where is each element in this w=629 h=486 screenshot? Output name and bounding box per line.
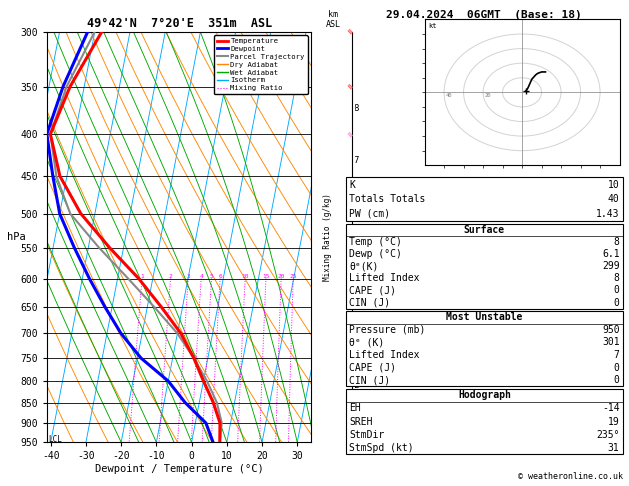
Text: ≡: ≡ xyxy=(343,81,355,92)
Text: 25: 25 xyxy=(289,274,297,278)
Text: Totals Totals: Totals Totals xyxy=(349,194,425,204)
Text: ≡: ≡ xyxy=(343,417,355,429)
Text: 7: 7 xyxy=(614,350,620,360)
Text: ≡: ≡ xyxy=(343,273,355,284)
Text: 0: 0 xyxy=(614,297,620,308)
Text: 1.43: 1.43 xyxy=(596,209,620,219)
Text: 5: 5 xyxy=(209,274,213,278)
Text: 29.04.2024  06GMT  (Base: 18): 29.04.2024 06GMT (Base: 18) xyxy=(386,10,582,20)
X-axis label: Dewpoint / Temperature (°C): Dewpoint / Temperature (°C) xyxy=(95,464,264,474)
Text: 31: 31 xyxy=(608,443,620,453)
Text: 8: 8 xyxy=(614,273,620,283)
Text: 0: 0 xyxy=(614,363,620,373)
Text: 0: 0 xyxy=(614,285,620,295)
Text: Mixing Ratio (g/kg): Mixing Ratio (g/kg) xyxy=(323,193,331,281)
Text: kt: kt xyxy=(428,23,437,29)
Text: Hodograph: Hodograph xyxy=(458,390,511,400)
Text: hPa: hPa xyxy=(8,232,26,242)
Text: 10: 10 xyxy=(608,180,620,190)
Text: Most Unstable: Most Unstable xyxy=(446,312,523,322)
Text: ≡: ≡ xyxy=(343,26,355,37)
Text: 6: 6 xyxy=(218,274,222,278)
Text: θᵉ(K): θᵉ(K) xyxy=(349,261,379,271)
Text: -14: -14 xyxy=(602,403,620,414)
Text: Dewp (°C): Dewp (°C) xyxy=(349,249,402,259)
Text: ≡: ≡ xyxy=(343,208,355,219)
Text: © weatheronline.co.uk: © weatheronline.co.uk xyxy=(518,472,623,481)
Text: StmDir: StmDir xyxy=(349,430,384,440)
Text: 6.1: 6.1 xyxy=(602,249,620,259)
Text: 40: 40 xyxy=(608,194,620,204)
Text: 1: 1 xyxy=(140,274,144,278)
Text: CAPE (J): CAPE (J) xyxy=(349,285,396,295)
Text: Temp (°C): Temp (°C) xyxy=(349,237,402,247)
Text: 10: 10 xyxy=(242,274,249,278)
Text: StmSpd (kt): StmSpd (kt) xyxy=(349,443,414,453)
Text: EH: EH xyxy=(349,403,361,414)
Text: 2: 2 xyxy=(169,274,172,278)
Legend: Temperature, Dewpoint, Parcel Trajectory, Dry Adiabat, Wet Adiabat, Isotherm, Mi: Temperature, Dewpoint, Parcel Trajectory… xyxy=(214,35,308,94)
Text: 301: 301 xyxy=(602,337,620,347)
Text: 20: 20 xyxy=(277,274,285,278)
Text: θᵉ (K): θᵉ (K) xyxy=(349,337,384,347)
Text: ≡: ≡ xyxy=(343,328,355,339)
Text: Pressure (mb): Pressure (mb) xyxy=(349,325,425,335)
Text: 19: 19 xyxy=(608,417,620,427)
Text: 15: 15 xyxy=(262,274,270,278)
Text: ≡: ≡ xyxy=(343,436,355,448)
Text: 0: 0 xyxy=(614,375,620,385)
Text: SREH: SREH xyxy=(349,417,372,427)
Text: Surface: Surface xyxy=(464,225,505,235)
Text: 299: 299 xyxy=(602,261,620,271)
Text: ≡: ≡ xyxy=(343,375,355,387)
Text: 3: 3 xyxy=(186,274,190,278)
Text: CIN (J): CIN (J) xyxy=(349,375,390,385)
Title: 49°42'N  7°20'E  351m  ASL: 49°42'N 7°20'E 351m ASL xyxy=(87,17,272,31)
Text: 8: 8 xyxy=(614,237,620,247)
Text: LCL: LCL xyxy=(48,435,62,444)
Text: 950: 950 xyxy=(602,325,620,335)
Text: K: K xyxy=(349,180,355,190)
Text: CIN (J): CIN (J) xyxy=(349,297,390,308)
Text: Lifted Index: Lifted Index xyxy=(349,273,420,283)
Text: 20: 20 xyxy=(485,93,491,98)
Text: ≡: ≡ xyxy=(343,128,355,140)
Text: 235°: 235° xyxy=(596,430,620,440)
Text: PW (cm): PW (cm) xyxy=(349,209,390,219)
Text: 4: 4 xyxy=(199,274,203,278)
Text: CAPE (J): CAPE (J) xyxy=(349,363,396,373)
Text: Lifted Index: Lifted Index xyxy=(349,350,420,360)
Text: km
ASL: km ASL xyxy=(326,10,341,29)
Text: 40: 40 xyxy=(446,93,452,98)
